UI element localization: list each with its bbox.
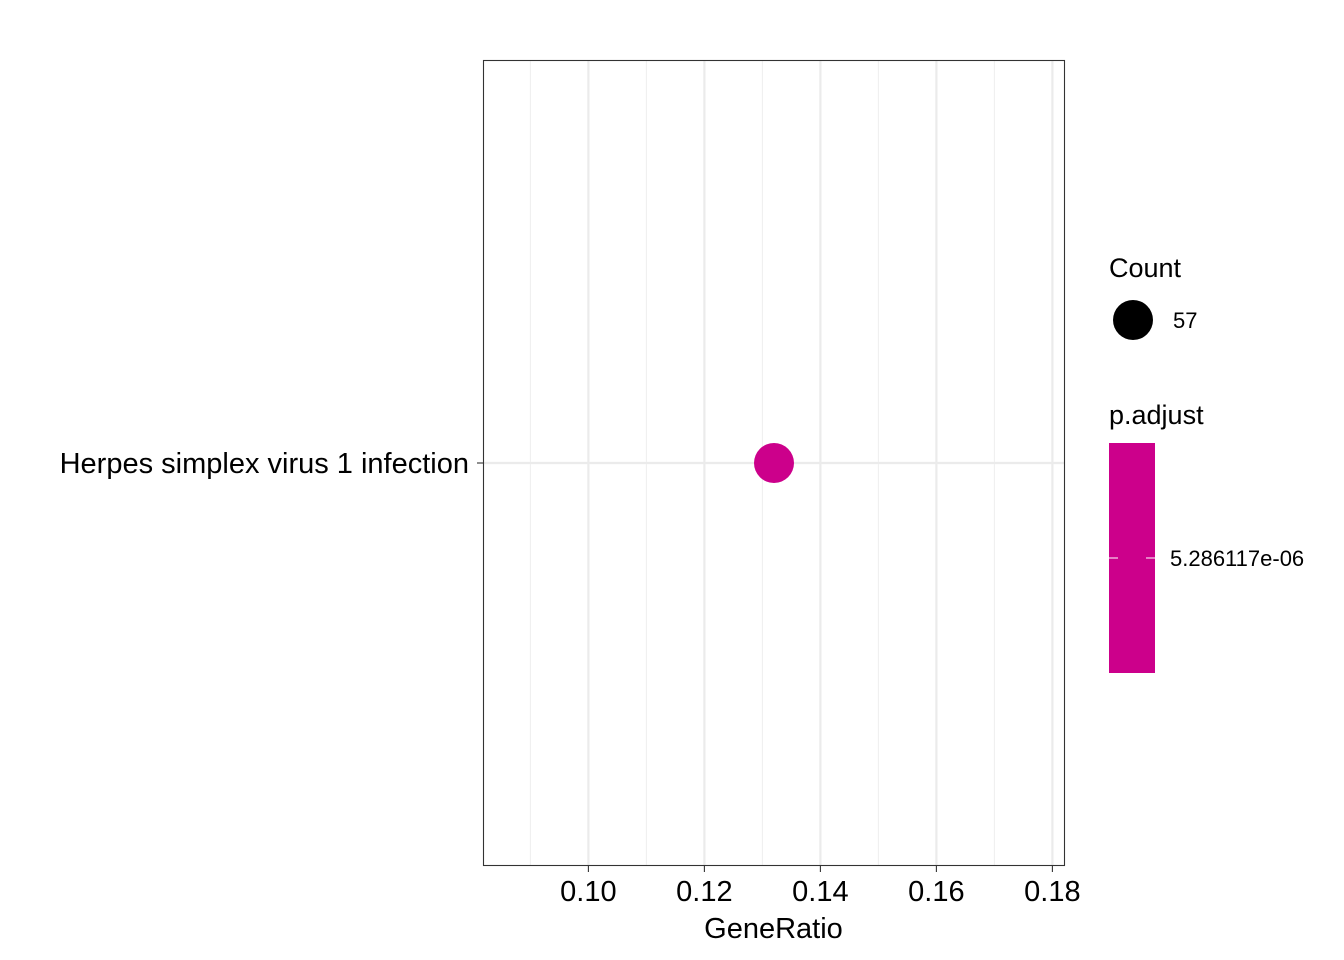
legend-count-label: 57 xyxy=(1173,308,1197,333)
legend-count-key xyxy=(1113,300,1153,340)
legend-padjust-label: 5.286117e-06 xyxy=(1170,546,1304,571)
x-tick-label: 0.18 xyxy=(1024,876,1080,908)
x-axis: 0.10 0.12 0.14 0.16 0.18 xyxy=(560,865,1081,908)
x-axis-title: GeneRatio xyxy=(704,913,843,945)
x-tick-label: 0.10 xyxy=(560,876,616,908)
y-category-label: Herpes simplex virus 1 infection xyxy=(60,448,469,480)
data-point xyxy=(754,443,794,483)
x-tick-label: 0.12 xyxy=(676,876,732,908)
data-points xyxy=(754,443,794,483)
x-tick-label: 0.14 xyxy=(792,876,848,908)
legend-padjust-title: p.adjust xyxy=(1109,400,1204,430)
legend-count-title: Count xyxy=(1109,253,1182,283)
x-tick-label: 0.16 xyxy=(908,876,964,908)
legend: Count 57 p.adjust 5.286117e-06 xyxy=(1109,253,1304,673)
y-axis: Herpes simplex virus 1 infection xyxy=(60,448,484,480)
